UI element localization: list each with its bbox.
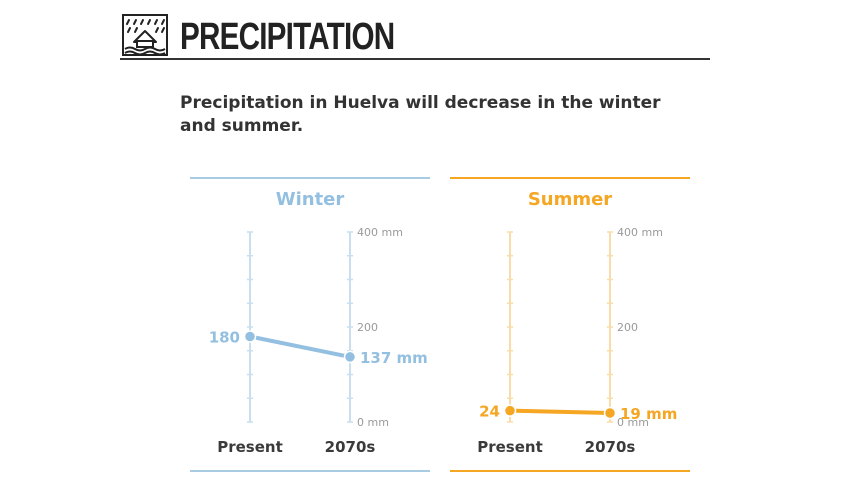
winter-series-line	[248, 334, 352, 359]
winter-data-label: 180	[209, 329, 240, 347]
summer-data-label: 24	[479, 403, 500, 421]
winter-category-label: 2070s	[325, 438, 376, 456]
summer-y-tick-label: 400 mm	[617, 226, 663, 239]
subtitle: Precipitation in Huelva will decrease in…	[180, 93, 661, 136]
summer-data-point	[603, 406, 617, 420]
summer-chart-panel: Summer 0 mm 200 400 mm 24 19 mm Present 2070s	[450, 177, 690, 472]
winter-y-tick-label: 400 mm	[357, 226, 403, 239]
winter-y-tick-label: 0 mm	[357, 416, 389, 429]
page-title: PRECIPITATION	[180, 16, 395, 58]
winter-chart-panel: Winter 0 mm 200 400 mm 180 137 mm Present 2070…	[190, 177, 430, 472]
summer-data-label: 19 mm	[620, 405, 677, 423]
rain-house-icon	[122, 14, 168, 56]
summer-data-point	[503, 404, 517, 417]
summer-series-line	[508, 408, 612, 415]
winter-data-point	[243, 330, 257, 343]
winter-chart-title: Winter	[275, 189, 345, 210]
winter-data-label: 137 mm	[360, 349, 428, 367]
winter-y-tick-label: 200	[357, 321, 378, 334]
winter-chart: 0 mm 200 400 mm 180 137 mm Present 2070s	[209, 226, 428, 456]
winter-category-label: Present	[217, 438, 283, 456]
summer-chart-title: Summer	[527, 189, 613, 210]
summer-category-label: 2070s	[585, 438, 636, 456]
summer-y-tick-label: 0 mm	[617, 416, 649, 429]
winter-data-point	[343, 350, 357, 364]
summer-chart: 0 mm 200 400 mm 24 19 mm Present 2070s	[477, 226, 677, 456]
summer-y-tick-label: 200	[617, 321, 638, 334]
section-header: PRECIPITATION	[120, 10, 710, 60]
summer-category-label: Present	[477, 438, 543, 456]
